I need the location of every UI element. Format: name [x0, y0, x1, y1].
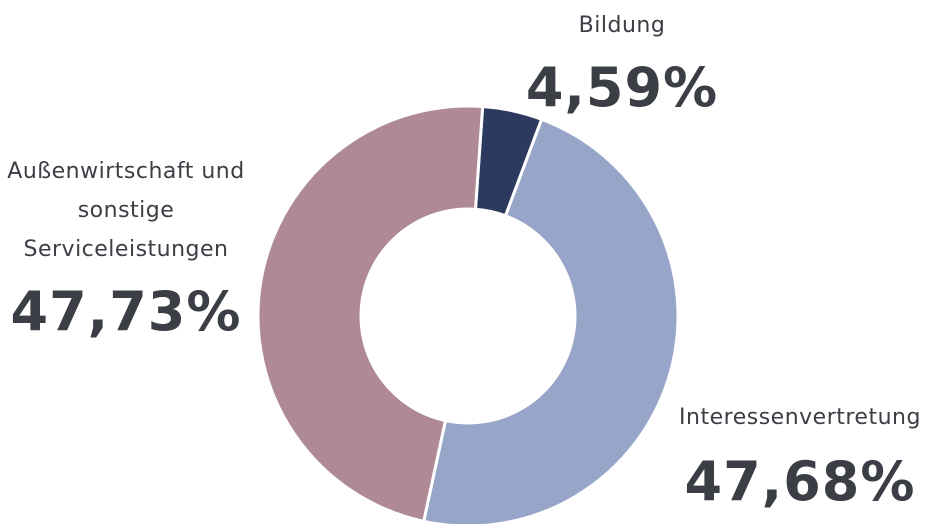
category-label: Interessenvertretung — [679, 405, 921, 430]
category-label: Außenwirtschaft und sonstige Serviceleis… — [7, 159, 245, 262]
value-label: 47,68% — [684, 450, 916, 513]
value-label: 47,73% — [10, 280, 242, 343]
value-label: 4,59% — [525, 56, 719, 119]
donut-segment — [421, 117, 680, 524]
donut-segment — [256, 104, 485, 524]
category-label: Bildung — [578, 13, 666, 38]
